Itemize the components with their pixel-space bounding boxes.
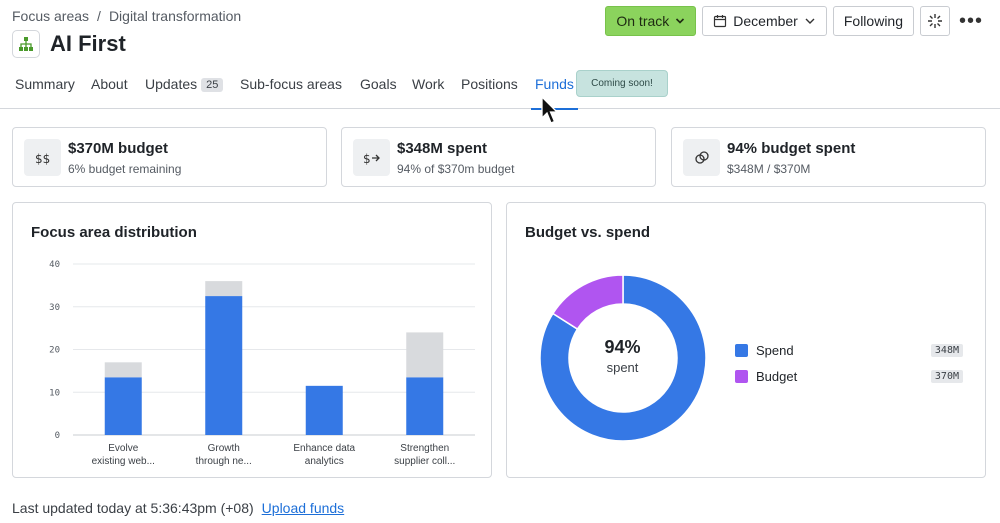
more-options-icon[interactable]: •••: [958, 9, 983, 32]
svg-text:$$$: $$$: [35, 152, 51, 165]
budget-spend-title: Budget vs. spend: [525, 224, 651, 241]
tab-goals[interactable]: Goals: [360, 76, 397, 109]
y-tick-label: 10: [49, 388, 60, 398]
distribution-panel: Focus area distribution 0 10 20 30 40 Evolve e…: [12, 202, 492, 478]
upload-funds-link[interactable]: Upload funds: [261, 500, 345, 516]
legend-swatch-budget: [735, 369, 748, 383]
x-category-label: supplier coll...: [394, 456, 455, 467]
updates-count-badge: 25: [201, 78, 224, 92]
budget-donut-chart: [539, 274, 707, 442]
stat-card-budget: $$$ $370M budget 6% budget remaining: [12, 127, 327, 187]
bar-remaining: [104, 362, 142, 378]
page-title: AI First: [50, 31, 126, 56]
donut-center-value: 94%: [604, 337, 641, 357]
legend-swatch-spend: [735, 343, 748, 357]
coins-icon: [683, 139, 720, 176]
budget-spend-panel: Budget vs. spend 94% spent Spend 348M Bu…: [506, 202, 986, 478]
tab-sub-focus-areas[interactable]: Sub-focus areas: [240, 76, 342, 109]
ai-sparkle-button[interactable]: [920, 6, 950, 36]
breadcrumb: Focus areas / Digital transformation: [12, 8, 241, 24]
distribution-title: Focus area distribution: [31, 224, 197, 241]
bar-spend: [104, 377, 142, 435]
title-row: AI First: [12, 30, 126, 58]
stat-subtitle: 6% budget remaining: [68, 162, 182, 176]
tab-updates[interactable]: Updates 25: [145, 76, 224, 109]
stat-card-percent: 94% budget spent $348M / $370M: [671, 127, 986, 187]
money-icon: $$$: [24, 139, 61, 176]
x-category-label: analytics: [305, 456, 344, 467]
donut-slice-spend: [539, 274, 707, 442]
y-tick-label: 30: [49, 303, 60, 313]
bar-spend: [406, 377, 444, 435]
tab-about[interactable]: About: [91, 76, 128, 109]
bar-spend: [205, 296, 243, 435]
chevron-down-icon: [805, 18, 815, 24]
tab-label: Funds: [535, 76, 574, 92]
svg-text:$: $: [363, 152, 371, 165]
y-tick-label: 20: [49, 346, 60, 356]
tab-label: Sub-focus areas: [240, 76, 342, 92]
chevron-down-icon: [676, 18, 685, 24]
x-category-label: existing web...: [92, 456, 155, 467]
legend-value: 370M: [930, 369, 963, 383]
coming-soon-tooltip: Coming soon!: [576, 70, 668, 97]
legend-label: Budget: [756, 368, 798, 384]
following-button[interactable]: Following: [832, 6, 914, 36]
mouse-pointer-icon: [541, 96, 559, 124]
x-category-label: Enhance data: [293, 443, 355, 454]
stat-subtitle: $348M / $370M: [727, 162, 811, 176]
y-tick-label: 0: [55, 431, 60, 441]
bar-spend: [305, 385, 343, 435]
legend-item-spend: Spend 348M: [735, 337, 963, 363]
x-category-label: Growth: [208, 443, 240, 454]
tab-positions[interactable]: Positions: [461, 76, 518, 109]
legend-item-budget: Budget 370M: [735, 363, 963, 389]
bar-remaining: [406, 332, 444, 378]
stat-title: $348M spent: [397, 140, 488, 157]
breadcrumb-separator: /: [97, 8, 101, 24]
tab-label: Summary: [15, 76, 75, 92]
month-label: December: [733, 13, 798, 29]
tab-work[interactable]: Work: [412, 76, 444, 109]
following-label: Following: [843, 13, 903, 29]
last-updated-text: Last updated today at 5:36:43pm (+08): [12, 500, 254, 516]
donut-center-label: spent: [606, 360, 639, 375]
stat-subtitle: 94% of $370m budget: [397, 162, 515, 176]
x-category-label: through ne...: [196, 456, 252, 467]
breadcrumb-current[interactable]: Digital transformation: [108, 8, 242, 24]
legend-label: Spend: [756, 342, 794, 358]
top-actions: On track December Following •••: [605, 6, 986, 36]
donut-center: 94% spent: [565, 337, 680, 375]
calendar-icon: [714, 15, 727, 28]
distribution-bar-chart: 0 10 20 30 40 Evolve existing web... Growth thro…: [49, 260, 475, 467]
x-category-label: Evolve: [108, 443, 138, 454]
footer: Last updated today at 5:36:43pm (+08) Upl…: [12, 500, 344, 516]
donut-slice-budget: [551, 274, 624, 331]
y-tick-label: 40: [49, 260, 60, 270]
status-label: On track: [616, 13, 670, 29]
hierarchy-icon: [12, 30, 40, 58]
tab-summary[interactable]: Summary: [15, 76, 75, 109]
sparkle-icon: [928, 14, 942, 28]
stat-title: $370M budget: [68, 140, 169, 157]
tab-label: Positions: [461, 76, 518, 92]
legend-value: 348M: [930, 343, 963, 357]
bar-remaining: [205, 281, 243, 297]
status-dropdown[interactable]: On track: [605, 6, 697, 36]
tab-label: Updates: [145, 76, 198, 92]
month-dropdown[interactable]: December: [702, 6, 827, 36]
dollar-arrow-icon: $: [353, 139, 390, 176]
tab-label: Goals: [360, 76, 397, 92]
tab-label: Work: [412, 76, 445, 92]
stat-card-spent: $ $348M spent 94% of $370m budget: [341, 127, 656, 187]
tab-bar: Summary About Updates 25 Sub-focus areas …: [0, 66, 1000, 110]
chart-legend: Spend 348M Budget 370M: [735, 337, 963, 389]
breadcrumb-parent[interactable]: Focus areas: [12, 8, 90, 24]
x-category-label: Strengthen: [400, 443, 449, 454]
tab-label: About: [91, 76, 128, 92]
stat-title: 94% budget spent: [727, 140, 856, 157]
